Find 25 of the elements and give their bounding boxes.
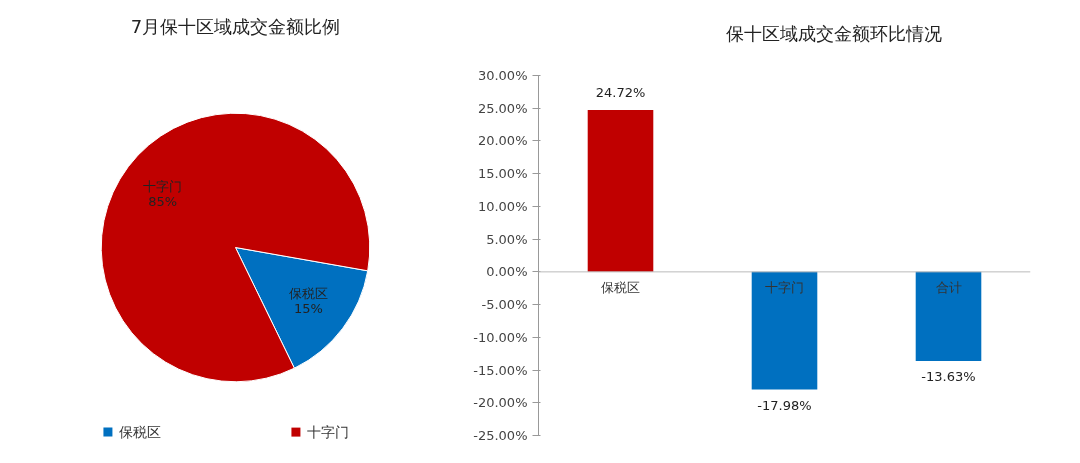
y-tick-label: 0.00% [486,264,528,280]
y-tick-label: -15.00% [473,362,528,378]
x-tick-label: 十字门 [765,279,804,295]
y-tick-label: 25.00% [477,100,528,116]
y-tick-label: -5.00% [481,297,528,313]
data-label: 15% [293,300,323,316]
x-tick-label: 合计 [935,279,962,295]
chart-title: 7月保十区域成交金额比例 [130,16,341,37]
data-label: 85% [148,194,178,210]
y-tick-label: 5.00% [486,231,528,247]
y-tick-label: 10.00% [477,198,528,214]
legend-label: 十字门 [306,424,349,441]
y-tick-label: -25.00% [473,428,528,443]
x-tick-label: 保税区 [601,279,640,295]
data-label: -13.63% [921,369,976,385]
y-tick-label: -20.00% [473,395,528,411]
y-tick-label: 20.00% [477,133,528,149]
chart-title: 保十区域成交金额环比情况 [725,23,942,44]
y-tick-label: 30.00% [477,68,528,83]
data-label: -17.98% [757,397,812,413]
data-label: 24.72% [595,85,646,101]
y-tick-label: -10.00% [473,329,528,345]
legend-label: 保税区 [118,424,161,441]
slice-label: 十字门 [143,179,183,195]
y-tick-label: 15.00% [477,166,528,182]
